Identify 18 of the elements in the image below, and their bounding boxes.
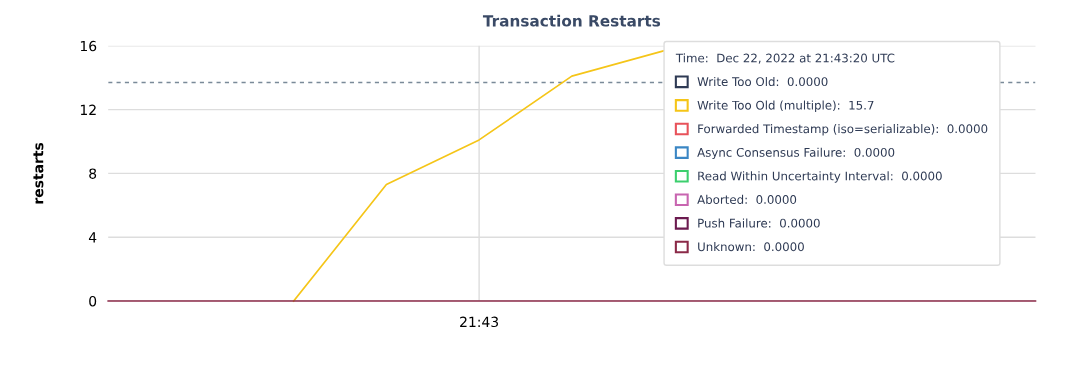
- y-tick-label: 0: [89, 295, 97, 307]
- y-tick-label: 4: [88, 232, 97, 243]
- y-tick-label: 8: [89, 168, 97, 179]
- legend-label: Write Too Old (multiple): 15.7: [697, 100, 874, 112]
- legend-label: Read Within Uncertainty Interval: 0.0000: [698, 171, 942, 183]
- legend-label: Forwarded Timestamp (iso=serializable): 0.0000: [698, 124, 988, 136]
- legend-label: Unknown: 0.0000: [698, 242, 804, 252]
- text: 21:43: [460, 316, 499, 328]
- legend-title: Time: Dec 22, 2022 at 21:43:20 UTC: [675, 53, 895, 64]
- y-tick-label: 12: [80, 104, 96, 115]
- legend-label: Async Consensus Failure: 0.0000: [697, 147, 895, 160]
- line-series: [292, 49, 666, 302]
- y-tick-label: 16: [80, 40, 97, 52]
- y-axis-title: restarts: [33, 142, 44, 204]
- legend-label: Write Too Old: 0.0000: [697, 76, 828, 87]
- legend-label: Aborted: 0.0000: [697, 194, 797, 204]
- chart-title: Transaction Restarts: [482, 14, 661, 27]
- legend-label: Push Failure: 0.0000: [698, 218, 820, 228]
